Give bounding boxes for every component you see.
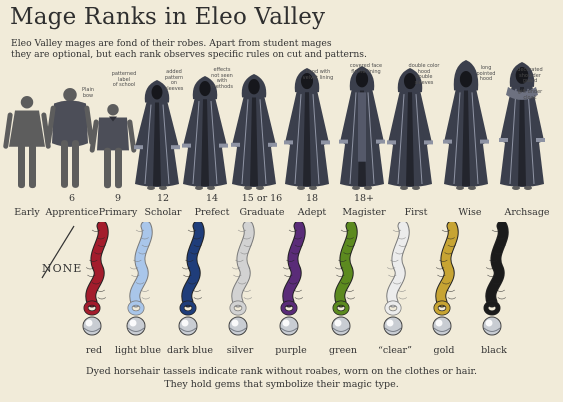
tassel-black <box>472 220 516 346</box>
mage-figure-magister <box>336 64 388 190</box>
tassel-purple <box>269 220 313 346</box>
tassel-silver <box>218 220 262 346</box>
tassel-color-label: gold <box>433 345 455 356</box>
rank-age: 15 or 16 <box>241 193 283 204</box>
rank-name: Wise <box>458 207 482 218</box>
tassel-color-label: light blue <box>115 345 161 356</box>
rank-name: Apprentice <box>45 207 99 218</box>
rank-age: 18+ <box>353 193 375 204</box>
rank-name: Graduate <box>239 207 285 218</box>
mage-figure-prefect <box>179 74 231 190</box>
mage-figure-graduate <box>228 72 280 190</box>
tassel-color-label: red <box>85 345 103 356</box>
tassel-color-label: black <box>481 345 507 356</box>
footer-line: They hold gems that symbolize their magi… <box>164 379 399 390</box>
tassel-dark-blue <box>168 220 212 346</box>
rank-name: Primary <box>98 207 138 218</box>
tassel-green <box>321 220 365 346</box>
intro-text: Eleo Valley mages are fond of their robe… <box>11 38 431 60</box>
figure-note-wise: long pointed hood <box>476 65 496 82</box>
rank-name: Early <box>14 207 40 218</box>
rank-name: Magister <box>342 207 386 218</box>
figure-note-magister: covered face flame lining <box>349 63 383 75</box>
mage-figure-primary <box>87 102 139 190</box>
figure-note-prefect: added pattern on sleeves <box>164 69 184 92</box>
rank-name: Scholar <box>144 207 182 218</box>
rank-age: 18 <box>305 193 319 204</box>
rank-age: 14 <box>205 193 219 204</box>
intro-line: Eleo Valley mages are fond of their robe… <box>11 38 332 49</box>
mage-figure-archsage <box>496 60 548 190</box>
rank-age: 6 <box>68 193 76 204</box>
tassel-clear <box>373 220 417 346</box>
rank-name: Archsage <box>504 207 550 218</box>
figure-note-adept: hood with velvet lining <box>302 69 334 81</box>
tassel-color-label: dark blue <box>167 345 213 356</box>
tassel-color-label: green <box>329 345 357 356</box>
none-divider-line <box>41 225 75 279</box>
intro-line: they are optional, but each rank observe… <box>11 49 367 60</box>
figure-note-graduate: effects not seen with methods <box>211 67 233 90</box>
rank-age: 12 <box>156 193 170 204</box>
figure-row <box>0 60 563 200</box>
mage-figure-apprentice <box>44 86 96 190</box>
rank-name: Adept <box>297 207 327 218</box>
rank-age: 9 <box>114 193 122 204</box>
mage-figure-adept <box>281 66 333 190</box>
none-label: NONE <box>42 262 83 275</box>
figure-note-scholar: patterned label of school <box>111 71 137 88</box>
tassel-color-label: purple <box>275 345 307 356</box>
tassel-color-label: silver <box>226 345 254 356</box>
figure-note-archsage: decorated shoulder guard gift under cloa… <box>517 67 543 101</box>
rank-name: Prefect <box>194 207 230 218</box>
figure-note-first: double color hood double sleeves <box>408 63 440 86</box>
tassel-red <box>72 220 116 346</box>
footer-line: Dyed horsehair tassels indicate rank wit… <box>85 366 477 377</box>
mage-figure-first <box>384 66 436 190</box>
rank-name: First <box>404 207 428 218</box>
figure-note-primary: Plain bow <box>81 87 95 99</box>
tassel-gold <box>422 220 466 346</box>
mage-figure-scholar <box>131 78 183 190</box>
page-title: Mage Ranks in Eleo Valley <box>10 4 326 30</box>
tassel-color-label: “clear” <box>378 345 412 356</box>
mage-figure-wise <box>440 60 492 190</box>
tassel-light-blue <box>116 220 160 346</box>
